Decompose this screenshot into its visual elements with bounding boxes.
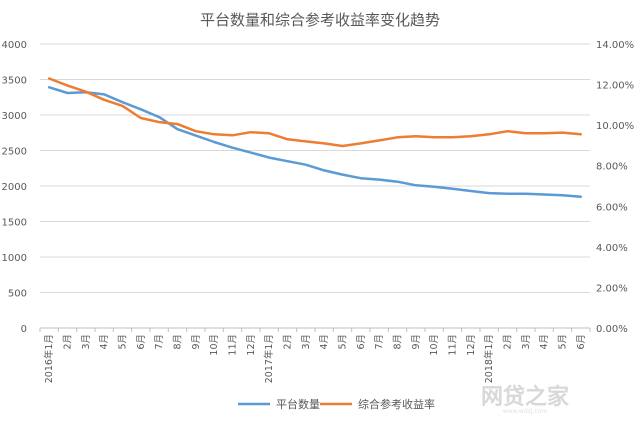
y-left-tick-label: 1500: [2, 218, 27, 229]
x-tick-label: 3月: [81, 334, 92, 350]
y-right-tick-label: 4.00%: [596, 243, 628, 254]
x-tick-label: 7月: [154, 334, 165, 350]
left-axis-ticks: 0 500 1000 1500 2000 2500 3000 3500 4000: [2, 40, 27, 335]
series-line-yield: [47, 77, 583, 148]
x-tick-label: 2017年1月: [263, 334, 275, 383]
watermark-text: 网贷之家: [481, 384, 570, 410]
y-right-tick-label: 10.00%: [596, 121, 634, 132]
y-left-tick-label: 3000: [2, 111, 27, 122]
x-tick-label: 7月: [374, 334, 385, 350]
y-left-tick-label: 2000: [2, 182, 27, 193]
x-tick-label: 5月: [118, 334, 129, 350]
x-tick-label: 2018年1月: [483, 334, 495, 383]
x-tick-label: 2月: [503, 334, 514, 350]
legend-label-platform-count: 平台数量: [276, 397, 320, 411]
y-right-tick-label: 8.00%: [596, 162, 628, 173]
x-tick-label: 11月: [228, 334, 239, 356]
x-tick-label: 5月: [558, 334, 569, 350]
y-left-tick-label: 500: [8, 289, 27, 300]
x-tick-label: 11月: [448, 334, 459, 356]
chart-title: 平台数量和综合参考收益率变化趋势: [200, 11, 440, 29]
x-tick-label: 4月: [539, 334, 550, 350]
x-tick-label: 12月: [246, 334, 257, 356]
legend-item-yield[interactable]: 综合参考收益率: [320, 397, 435, 411]
x-tick-label: 2月: [283, 334, 294, 350]
legend-label-yield: 综合参考收益率: [358, 397, 435, 411]
x-tick-label: 10月: [429, 334, 440, 356]
gridlines: [40, 43, 590, 293]
watermark: 网贷之家 www.wdzj.com: [481, 384, 570, 415]
x-tick-label: 6月: [136, 334, 147, 350]
x-tick-label: 6月: [576, 334, 587, 350]
x-tick-label: 9月: [411, 334, 422, 350]
legend-item-platform-count[interactable]: 平台数量: [238, 397, 320, 411]
y-right-tick-label: 6.00%: [596, 202, 628, 213]
x-tick-label: 10月: [209, 334, 220, 356]
x-axis-ticks: 2016年1月 2月 3月 4月 5月 6月 7月 8月 9月 10月 11月 12月 2017年1月 2…: [39, 328, 591, 383]
x-tick-label: 8月: [173, 334, 184, 350]
x-tick-label: 9月: [191, 334, 202, 350]
x-tick-label: 4月: [319, 334, 330, 350]
x-tick-label: 2016年1月: [43, 334, 55, 383]
y-right-tick-label: 12.00%: [596, 81, 634, 92]
series-lines: [47, 77, 583, 198]
x-tick-label: 6月: [356, 334, 367, 350]
x-tick-label: 4月: [99, 334, 110, 350]
watermark-url: www.wdzj.com: [503, 408, 547, 415]
y-left-tick-label: 2500: [2, 147, 27, 158]
y-right-tick-label: 14.00%: [596, 40, 634, 51]
y-left-tick-label: 1000: [2, 253, 27, 264]
x-tick-label: 2月: [63, 334, 74, 350]
y-left-tick-label: 0: [21, 324, 27, 335]
x-tick-label: 12月: [466, 334, 477, 356]
right-axis-ticks: 0.00% 2.00% 4.00% 6.00% 8.00% 10.00% 12.00% 14.…: [596, 40, 634, 335]
y-right-tick-label: 0.00%: [596, 324, 628, 335]
x-tick-label: 3月: [301, 334, 312, 350]
legend: 平台数量 综合参考收益率: [238, 397, 435, 411]
y-left-tick-label: 3500: [2, 76, 27, 87]
x-tick-label: 5月: [338, 334, 349, 350]
series-line-platform-count: [47, 86, 583, 198]
x-tick-label: 3月: [521, 334, 532, 350]
y-right-tick-label: 2.00%: [596, 283, 628, 294]
y-left-tick-label: 4000: [2, 40, 27, 51]
x-tick-label: 8月: [393, 334, 404, 350]
